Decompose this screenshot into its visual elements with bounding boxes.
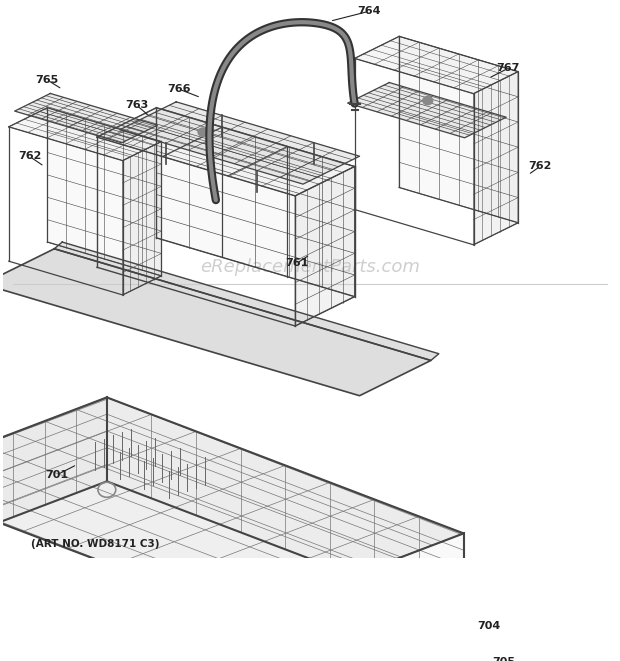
Text: 766: 766	[167, 84, 191, 95]
Text: eReplacementParts.com: eReplacementParts.com	[200, 258, 420, 276]
Polygon shape	[156, 108, 355, 297]
Circle shape	[198, 128, 208, 136]
Text: 762: 762	[18, 151, 41, 161]
Polygon shape	[474, 71, 518, 245]
Polygon shape	[120, 102, 360, 184]
Text: 762: 762	[528, 161, 552, 171]
Polygon shape	[9, 108, 161, 161]
Circle shape	[436, 632, 452, 645]
Text: 763: 763	[125, 100, 148, 110]
Polygon shape	[295, 167, 355, 326]
Text: 761: 761	[285, 258, 309, 268]
Text: 705: 705	[492, 657, 515, 661]
Text: 764: 764	[358, 6, 381, 16]
Polygon shape	[123, 141, 161, 295]
Text: (ART NO. WD8171 C3): (ART NO. WD8171 C3)	[30, 539, 159, 549]
Polygon shape	[47, 108, 161, 276]
Circle shape	[423, 97, 433, 104]
Polygon shape	[348, 83, 506, 137]
Polygon shape	[55, 242, 439, 360]
Circle shape	[448, 636, 469, 654]
Text: 765: 765	[36, 75, 59, 85]
Polygon shape	[0, 249, 431, 396]
Text: 767: 767	[497, 63, 520, 73]
Polygon shape	[355, 36, 518, 94]
Polygon shape	[399, 36, 518, 223]
Polygon shape	[15, 93, 157, 143]
Polygon shape	[0, 397, 107, 564]
Polygon shape	[107, 397, 464, 617]
Polygon shape	[97, 108, 355, 196]
Polygon shape	[0, 397, 464, 617]
Text: 701: 701	[46, 469, 69, 480]
Text: 704: 704	[477, 621, 500, 631]
